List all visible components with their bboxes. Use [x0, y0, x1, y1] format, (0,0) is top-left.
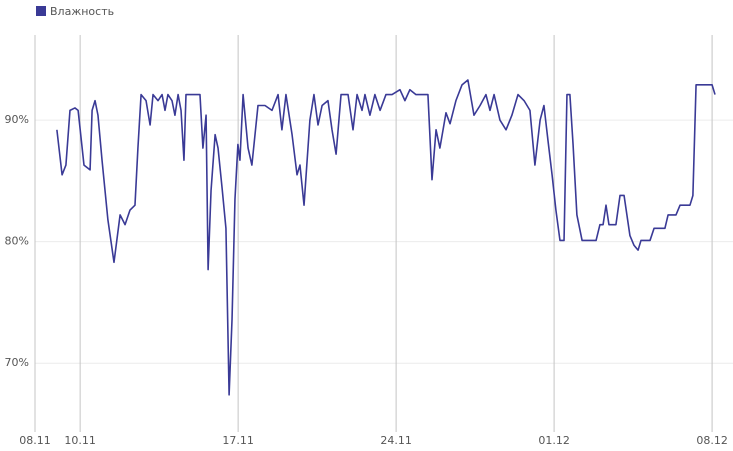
x-tick-label: 24.11: [380, 434, 412, 447]
x-tick-label: 08.11: [19, 434, 51, 447]
x-tick-label: 01.12: [538, 434, 570, 447]
y-tick-label: 90%: [5, 113, 29, 126]
legend-swatch: [36, 6, 46, 16]
line: [56, 79, 716, 396]
x-tick-label: 17.11: [222, 434, 254, 447]
legend-label: Влажность: [50, 5, 114, 18]
x-tick-label: 08.12: [696, 434, 728, 447]
x-tick-label: 10.11: [64, 434, 96, 447]
y-tick-label: 80%: [5, 235, 29, 248]
y-tick-label: 70%: [5, 356, 29, 369]
